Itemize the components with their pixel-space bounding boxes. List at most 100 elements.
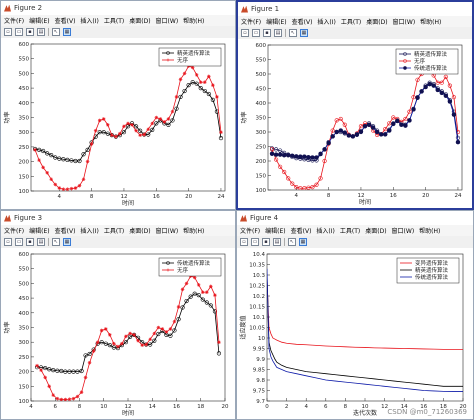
data-point [403, 116, 408, 122]
data-cursor-icon[interactable]: ▦ [300, 29, 308, 37]
axes[interactable]: 100 150 200 250 300 350 400 450 500 550 600 4 8 12 16 2… [1, 38, 235, 209]
y-tick-label: 350 [19, 326, 30, 332]
figure-window[interactable]: Figure 4 文件(F) 编辑(E) 查看(V) 插入(I) 工具(T) 桌… [236, 210, 474, 420]
figure-window[interactable]: Figure 3 文件(F) 编辑(E) 查看(V) 插入(I) 工具(T) 桌… [0, 210, 236, 420]
data-cursor-icon[interactable]: ▦ [63, 238, 71, 246]
data-point [415, 77, 420, 82]
data-point [318, 151, 323, 157]
menu-help[interactable]: 帮助(H) [183, 18, 205, 25]
data-point [346, 133, 352, 138]
plot-area[interactable]: 100 150 200 250 300 350 400 450 500 550 600 4 8 12 16 2… [238, 39, 472, 208]
data-point [91, 349, 96, 353]
data-point [298, 154, 303, 159]
menu-help[interactable]: 帮助(H) [420, 19, 442, 26]
menu-insert[interactable]: 插入(I) [80, 18, 99, 25]
plot-area[interactable]: 9.7 9.75 9.8 9.85 9.9 9.95 10 10.05 10.1 10.15 10.… [237, 248, 473, 419]
menu-file[interactable]: 文件(F) [241, 19, 262, 26]
pointer-icon[interactable]: ↖ [288, 238, 296, 246]
y-tick-label: 200 [256, 159, 267, 165]
menu-tools[interactable]: 工具(T) [103, 18, 125, 25]
data-point [382, 132, 388, 137]
data-point [350, 134, 356, 139]
menu-view[interactable]: 查看(V) [54, 228, 76, 235]
menu-file[interactable]: 文件(F) [4, 18, 25, 25]
open-icon[interactable]: ▭ [15, 28, 23, 36]
plot-area[interactable]: 100 150 200 250 300 350 400 450 500 550 600 4 8 12 16 2… [1, 38, 235, 209]
menu-desktop[interactable]: 桌面(D) [365, 228, 387, 235]
pointer-icon[interactable]: ↖ [289, 29, 297, 37]
figure-window[interactable]: Figure 2 文件(F) 编辑(E) 查看(V) 插入(I) 工具(T) 桌… [0, 0, 236, 210]
menu-desktop[interactable]: 桌面(D) [129, 18, 151, 25]
menu-insert[interactable]: 插入(I) [80, 228, 99, 235]
menu-insert[interactable]: 插入(I) [316, 228, 335, 235]
menu-help[interactable]: 帮助(H) [183, 228, 205, 235]
menu-view[interactable]: 查看(V) [54, 18, 76, 25]
data-point [211, 83, 215, 87]
menu-file[interactable]: 文件(F) [4, 228, 25, 235]
menu-window[interactable]: 窗口(W) [391, 228, 415, 235]
menu-desktop[interactable]: 桌面(D) [366, 19, 388, 26]
axes[interactable]: 9.7 9.75 9.8 9.85 9.9 9.95 10 10.05 10.1 10.15 10.… [237, 248, 473, 419]
data-point [354, 132, 360, 137]
menu-edit[interactable]: 编辑(E) [266, 19, 287, 26]
data-point [427, 81, 432, 87]
open-icon[interactable]: ▭ [251, 238, 259, 246]
new-icon[interactable]: ▫ [241, 29, 249, 37]
axes[interactable]: 100 150 200 250 300 350 400 450 500 550 600 4 6 8 10 12… [1, 248, 235, 419]
window-title: Figure 3 [14, 214, 43, 222]
menu-help[interactable]: 帮助(H) [419, 228, 441, 235]
menu-tools[interactable]: 工具(T) [339, 228, 361, 235]
plot-area[interactable]: 100 150 200 250 300 350 400 450 500 550 600 4 6 8 10 12… [1, 248, 235, 419]
menu-view[interactable]: 查看(V) [291, 19, 313, 26]
x-tick-label: 18 [197, 404, 204, 410]
data-cursor-icon[interactable]: ▦ [63, 28, 71, 36]
data-point [33, 148, 37, 152]
pointer-icon[interactable]: ↖ [52, 28, 60, 36]
data-point [194, 81, 199, 86]
save-icon[interactable]: ▪ [263, 29, 271, 37]
figure-window[interactable]: Figure 1 文件(F) 编辑(E) 查看(V) 插入(I) 工具(T) 桌… [236, 0, 474, 210]
data-point [150, 121, 155, 126]
menu-window[interactable]: 窗口(W) [155, 18, 179, 25]
menu-window[interactable]: 窗口(W) [155, 228, 179, 235]
menu-tools[interactable]: 工具(T) [103, 228, 125, 235]
data-point [124, 334, 128, 339]
window-titlebar[interactable]: Figure 4 [237, 211, 473, 225]
window-titlebar[interactable]: Figure 1 [238, 2, 472, 16]
save-icon[interactable]: ▪ [26, 238, 34, 246]
open-icon[interactable]: ▭ [15, 238, 23, 246]
menu-insert[interactable]: 插入(I) [317, 19, 336, 26]
y-tick-label: 550 [19, 57, 30, 63]
data-point [85, 159, 90, 164]
new-icon[interactable]: ▫ [4, 238, 12, 246]
menu-desktop[interactable]: 桌面(D) [129, 228, 151, 235]
save-icon[interactable]: ▪ [262, 238, 270, 246]
data-point [134, 128, 138, 133]
data-point [285, 152, 291, 158]
menu-edit[interactable]: 编辑(E) [29, 18, 50, 25]
menu-window[interactable]: 窗口(W) [392, 19, 416, 26]
print-icon[interactable]: ▤ [37, 238, 45, 246]
print-icon[interactable]: ▤ [273, 238, 281, 246]
new-icon[interactable]: ▫ [4, 28, 12, 36]
data-point [140, 343, 144, 347]
print-icon[interactable]: ▤ [37, 28, 45, 36]
menu-view[interactable]: 查看(V) [290, 228, 312, 235]
menu-edit[interactable]: 编辑(E) [265, 228, 286, 235]
data-cursor-icon[interactable]: ▦ [299, 238, 307, 246]
open-icon[interactable]: ▭ [252, 29, 260, 37]
pointer-icon[interactable]: ↖ [52, 238, 60, 246]
window-titlebar[interactable]: Figure 2 [1, 1, 235, 15]
menu-edit[interactable]: 编辑(E) [29, 228, 50, 235]
data-point [184, 281, 189, 286]
y-tick-label: 10.05 [249, 326, 265, 332]
data-point [75, 369, 80, 374]
menu-tools[interactable]: 工具(T) [340, 19, 362, 26]
new-icon[interactable]: ▫ [240, 238, 248, 246]
print-icon[interactable]: ▤ [274, 29, 282, 37]
window-titlebar[interactable]: Figure 3 [1, 211, 235, 225]
menu-file[interactable]: 文件(F) [240, 228, 261, 235]
save-icon[interactable]: ▪ [26, 28, 34, 36]
data-point [39, 368, 43, 372]
axes[interactable]: 100 150 200 250 300 350 400 450 500 550 600 4 8 12 16 2… [238, 39, 472, 208]
